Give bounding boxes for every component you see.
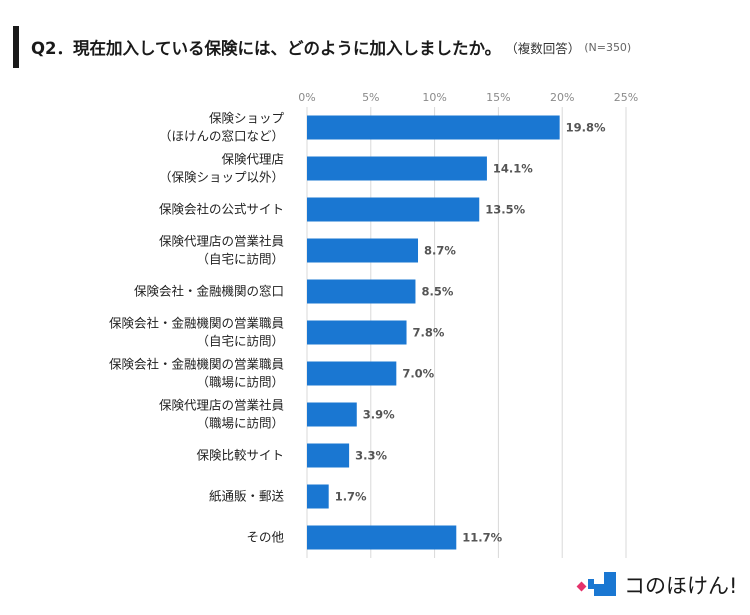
title-accent-bar bbox=[13, 26, 19, 68]
x-tick-label: 10% bbox=[422, 91, 446, 104]
category-label: 保険会社の公式サイト bbox=[159, 202, 284, 217]
brand-name: コのほけん! bbox=[624, 574, 738, 598]
category-label: 保険比較サイト bbox=[196, 448, 284, 463]
category-label: 保険代理店の営業社員 bbox=[159, 234, 285, 249]
category-label: （自宅に訪問） bbox=[196, 334, 284, 349]
category-label: （保険ショップ以外） bbox=[159, 170, 284, 185]
value-label: 14.1% bbox=[493, 162, 533, 176]
category-label: 保険代理店の営業社員 bbox=[159, 398, 285, 413]
value-label: 11.7% bbox=[462, 531, 502, 545]
value-label: 7.8% bbox=[413, 326, 445, 340]
category-label: 保険会社・金融機関の窓口 bbox=[134, 284, 284, 299]
category-label: （自宅に訪問） bbox=[196, 252, 284, 267]
value-label: 13.5% bbox=[485, 203, 525, 217]
bars bbox=[307, 115, 560, 550]
bar bbox=[307, 402, 357, 427]
value-label: 3.3% bbox=[355, 449, 387, 463]
x-tick-label: 25% bbox=[614, 91, 638, 104]
category-label: 保険会社・金融機関の営業職員 bbox=[109, 316, 285, 331]
bar bbox=[307, 279, 416, 304]
x-tick-label: 0% bbox=[298, 91, 315, 104]
title-sample-size: (N=350) bbox=[584, 40, 632, 54]
gridlines bbox=[306, 107, 627, 558]
bar bbox=[307, 156, 487, 181]
bar bbox=[307, 443, 350, 468]
x-axis-ticks: 0% 5% 10% 15% 20% 25% bbox=[298, 91, 638, 104]
category-labels: 保険ショップ （ほけんの窓口など） 保険代理店 （保険ショップ以外） 保険会社の公式サイ… bbox=[109, 111, 285, 545]
bar bbox=[307, 525, 457, 550]
chart-title: Q2．現在加入している保険には、どのように加入しましたか。 （複数回答） (N=… bbox=[13, 26, 631, 68]
value-label: 8.5% bbox=[421, 285, 453, 299]
value-label: 7.0% bbox=[402, 367, 434, 381]
title-subtitle: （複数回答） bbox=[505, 40, 581, 56]
value-label: 3.9% bbox=[363, 408, 395, 422]
category-label: その他 bbox=[246, 530, 284, 545]
category-label: 紙通販・郵送 bbox=[209, 489, 285, 504]
category-label: 保険会社・金融機関の営業職員 bbox=[109, 357, 285, 372]
bar bbox=[307, 238, 419, 263]
bar bbox=[307, 484, 329, 509]
category-label: （職場に訪問） bbox=[196, 416, 284, 431]
category-label: 保険ショップ bbox=[209, 111, 285, 126]
value-label: 8.7% bbox=[424, 244, 456, 258]
x-tick-label: 5% bbox=[362, 91, 379, 104]
bar bbox=[307, 361, 397, 386]
x-tick-label: 20% bbox=[550, 91, 574, 104]
bar bbox=[307, 115, 560, 140]
category-label: 保険代理店 bbox=[221, 152, 284, 167]
bar bbox=[307, 320, 407, 345]
category-label: （ほけんの窓口など） bbox=[159, 129, 284, 144]
bar bbox=[307, 197, 480, 222]
value-labels: 19.8% 14.1% 13.5% 8.7% 8.5% 7.8% 7.0% 3.9% 3.3% 1… bbox=[335, 121, 606, 545]
value-label: 19.8% bbox=[566, 121, 606, 135]
logo-mark-icon bbox=[576, 570, 618, 600]
title-main: Q2．現在加入している保険には、どのように加入しましたか。 bbox=[31, 39, 502, 58]
brand-logo: コのほけん! bbox=[576, 570, 738, 600]
value-label: 1.7% bbox=[335, 490, 367, 504]
category-label: （職場に訪問） bbox=[196, 375, 284, 390]
x-tick-label: 15% bbox=[486, 91, 510, 104]
